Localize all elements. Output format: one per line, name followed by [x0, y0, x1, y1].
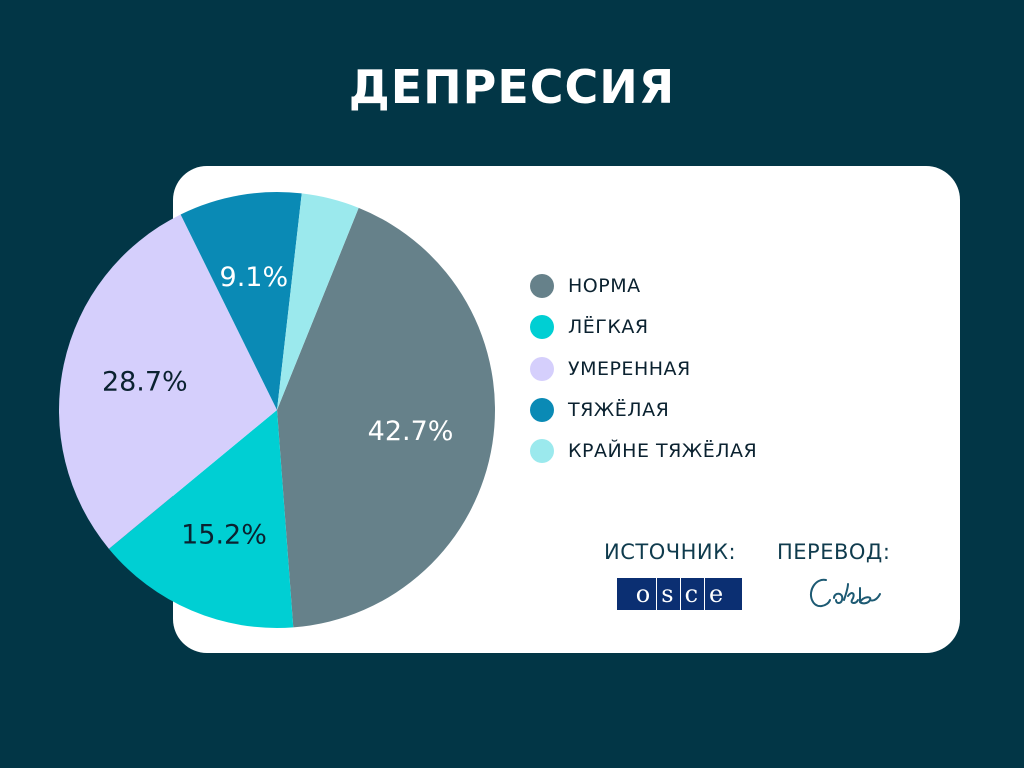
legend-item-3: УМЕРЕННАЯ — [530, 355, 757, 383]
translation-label: ПЕРЕВОД: — [777, 540, 891, 564]
legend-item-2: ЛЁГКАЯ — [530, 313, 757, 341]
legend-item-4: ТЯЖЁЛАЯ — [530, 396, 757, 424]
legend-label: УМЕРЕННАЯ — [568, 357, 691, 380]
osce-logo-letter: o — [635, 580, 651, 608]
osce-logo-letter: c — [679, 578, 702, 610]
legend-swatch — [530, 356, 554, 381]
pie-data-label-3: 28.7% — [102, 367, 188, 398]
legend-label: ЛЁГКАЯ — [568, 316, 649, 339]
pie-slice-1 — [277, 207, 495, 628]
legend-item-1: НОРМА — [530, 272, 757, 300]
legend-swatch — [530, 315, 554, 340]
pie-slice-3 — [59, 214, 277, 549]
legend-label: НОРМА — [568, 275, 641, 297]
legend-item-5: КРАЙНЕ ТЯЖЁЛАЯ — [530, 437, 757, 465]
pie-slice-2 — [108, 410, 294, 628]
legend-swatch — [530, 397, 554, 422]
pie-slice-4 — [180, 192, 302, 410]
pie-slice-5 — [277, 193, 359, 410]
legend-label: КРАЙНЕ ТЯЖЁЛАЯ — [568, 440, 758, 463]
legend-swatch — [530, 274, 554, 298]
legend-swatch — [530, 439, 554, 464]
source-label: ИСТОЧНИК: — [604, 540, 737, 564]
pie-data-label-2: 15.2% — [181, 519, 267, 550]
legend: НОРМА ЛЁГКАЯ УМЕРЕННАЯ ТЯЖЁЛАЯ КРАЙНЕ ТЯЖЁЛА… — [530, 272, 757, 478]
osce-logo-letter: e — [704, 578, 727, 610]
page-title: ДЕПРЕССИЯ — [348, 60, 676, 114]
legend-label: ТЯЖЁЛАЯ — [568, 398, 670, 421]
pie-data-label-4: 9.1% — [220, 262, 289, 293]
translator-signature — [810, 578, 881, 607]
pie-data-label-1: 42.7% — [368, 416, 454, 447]
osce-logo-letter: s — [656, 578, 677, 610]
